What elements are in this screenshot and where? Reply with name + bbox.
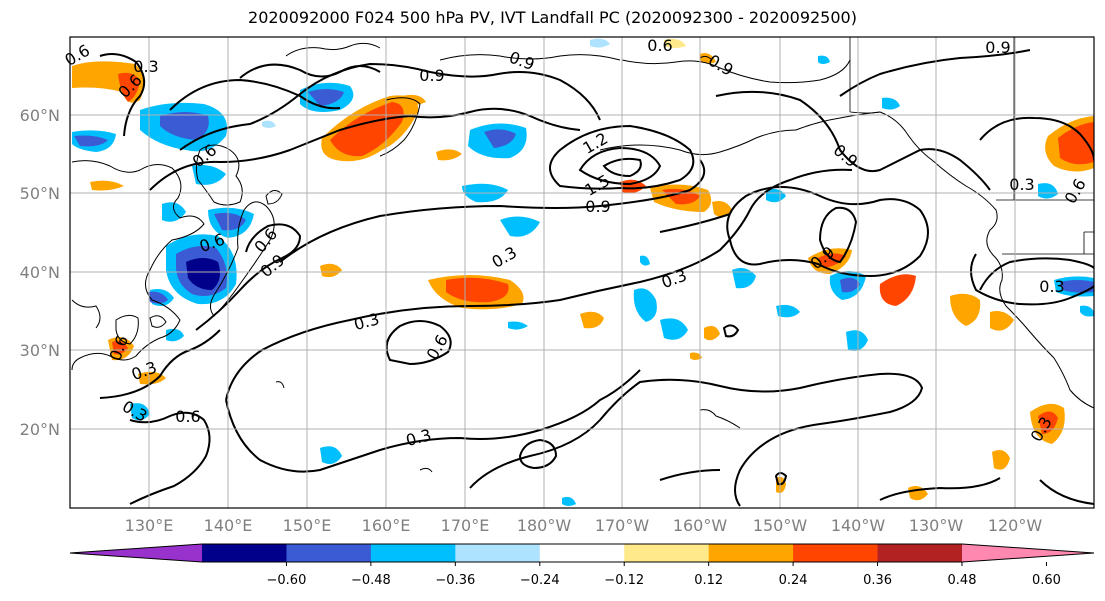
colorbar-tick-label: −0.48 xyxy=(351,573,391,588)
lat-label: 50°N xyxy=(20,184,60,203)
lon-label: 140°E xyxy=(204,516,253,535)
colorbar-segment xyxy=(539,544,625,562)
contour-label: 0.6 xyxy=(175,407,200,426)
ivt-contours xyxy=(99,49,1094,507)
colorbar-tick-label: −0.24 xyxy=(520,573,560,588)
contour-label: 0.9 xyxy=(419,66,444,85)
contour-label: 0.3 xyxy=(1039,277,1064,296)
colorbar-tick-label: 0.24 xyxy=(779,573,808,588)
graticule xyxy=(70,37,1094,508)
lon-label: 160°E xyxy=(362,516,411,535)
colorbar-tick-label: 0.48 xyxy=(948,573,977,588)
colorbar: −0.60 −0.48 −0.36 −0.24 −0.12 0.12 0.24 0.36 0.4… xyxy=(69,543,1095,588)
lon-label: 170°E xyxy=(441,516,490,535)
map-title: 2020092000 F024 500 hPa PV, IVT Landfall… xyxy=(248,8,857,27)
lon-label: 130°E xyxy=(125,516,174,535)
colorbar-tick-label: 0.12 xyxy=(694,573,723,588)
lat-label: 60°N xyxy=(20,106,60,125)
contour-label: 0.9 xyxy=(985,38,1010,57)
colorbar-segment xyxy=(370,544,456,562)
colorbar-tick-label: −0.36 xyxy=(435,573,475,588)
colorbar-tick-label: −0.60 xyxy=(267,573,307,588)
contour-label: 0.6 xyxy=(647,36,672,55)
lon-label: 180°W xyxy=(517,516,572,535)
contour-label: 0.3 xyxy=(1009,175,1034,194)
map-frame xyxy=(69,36,1095,509)
colorbar-tick-label: −0.12 xyxy=(604,573,644,588)
contour-label: 0.9 xyxy=(585,197,610,216)
colorbar-segment xyxy=(455,544,541,562)
contour-label: 0.3 xyxy=(133,57,158,76)
colorbar-segment xyxy=(202,544,287,562)
lon-label: 140°W xyxy=(831,516,886,535)
colorbar-segment xyxy=(793,544,879,562)
lat-label: 40°N xyxy=(20,263,60,282)
lon-label: 160°W xyxy=(673,516,728,535)
colorbar-tick-label: 0.36 xyxy=(863,573,892,588)
colorbar-outline xyxy=(69,543,1095,563)
colorbar-segment xyxy=(286,544,372,562)
colorbar-extend-high xyxy=(962,544,1094,562)
colorbar-segment xyxy=(624,544,710,562)
pv-negative-shading xyxy=(72,38,1094,506)
latitude-labels: 60°N 50°N 40°N 30°N 20°N xyxy=(20,106,60,439)
colorbar-extend-low xyxy=(70,544,202,562)
lat-label: 20°N xyxy=(20,420,60,439)
lat-label: 30°N xyxy=(20,341,60,360)
lon-label: 150°W xyxy=(753,516,808,535)
colorbar-segment xyxy=(877,544,963,562)
pv-positive-shading xyxy=(72,38,1094,501)
lon-label: 130°W xyxy=(909,516,964,535)
colorbar-tick-label: 0.60 xyxy=(1032,573,1061,588)
colorbar-segment xyxy=(708,544,794,562)
coastlines xyxy=(71,37,1094,473)
lon-label: 150°E xyxy=(283,516,332,535)
longitude-labels: 130°E 140°E 150°E 160°E 170°E 180°W 170°… xyxy=(125,516,1043,535)
lon-label: 170°W xyxy=(595,516,650,535)
lon-label: 120°W xyxy=(988,516,1043,535)
